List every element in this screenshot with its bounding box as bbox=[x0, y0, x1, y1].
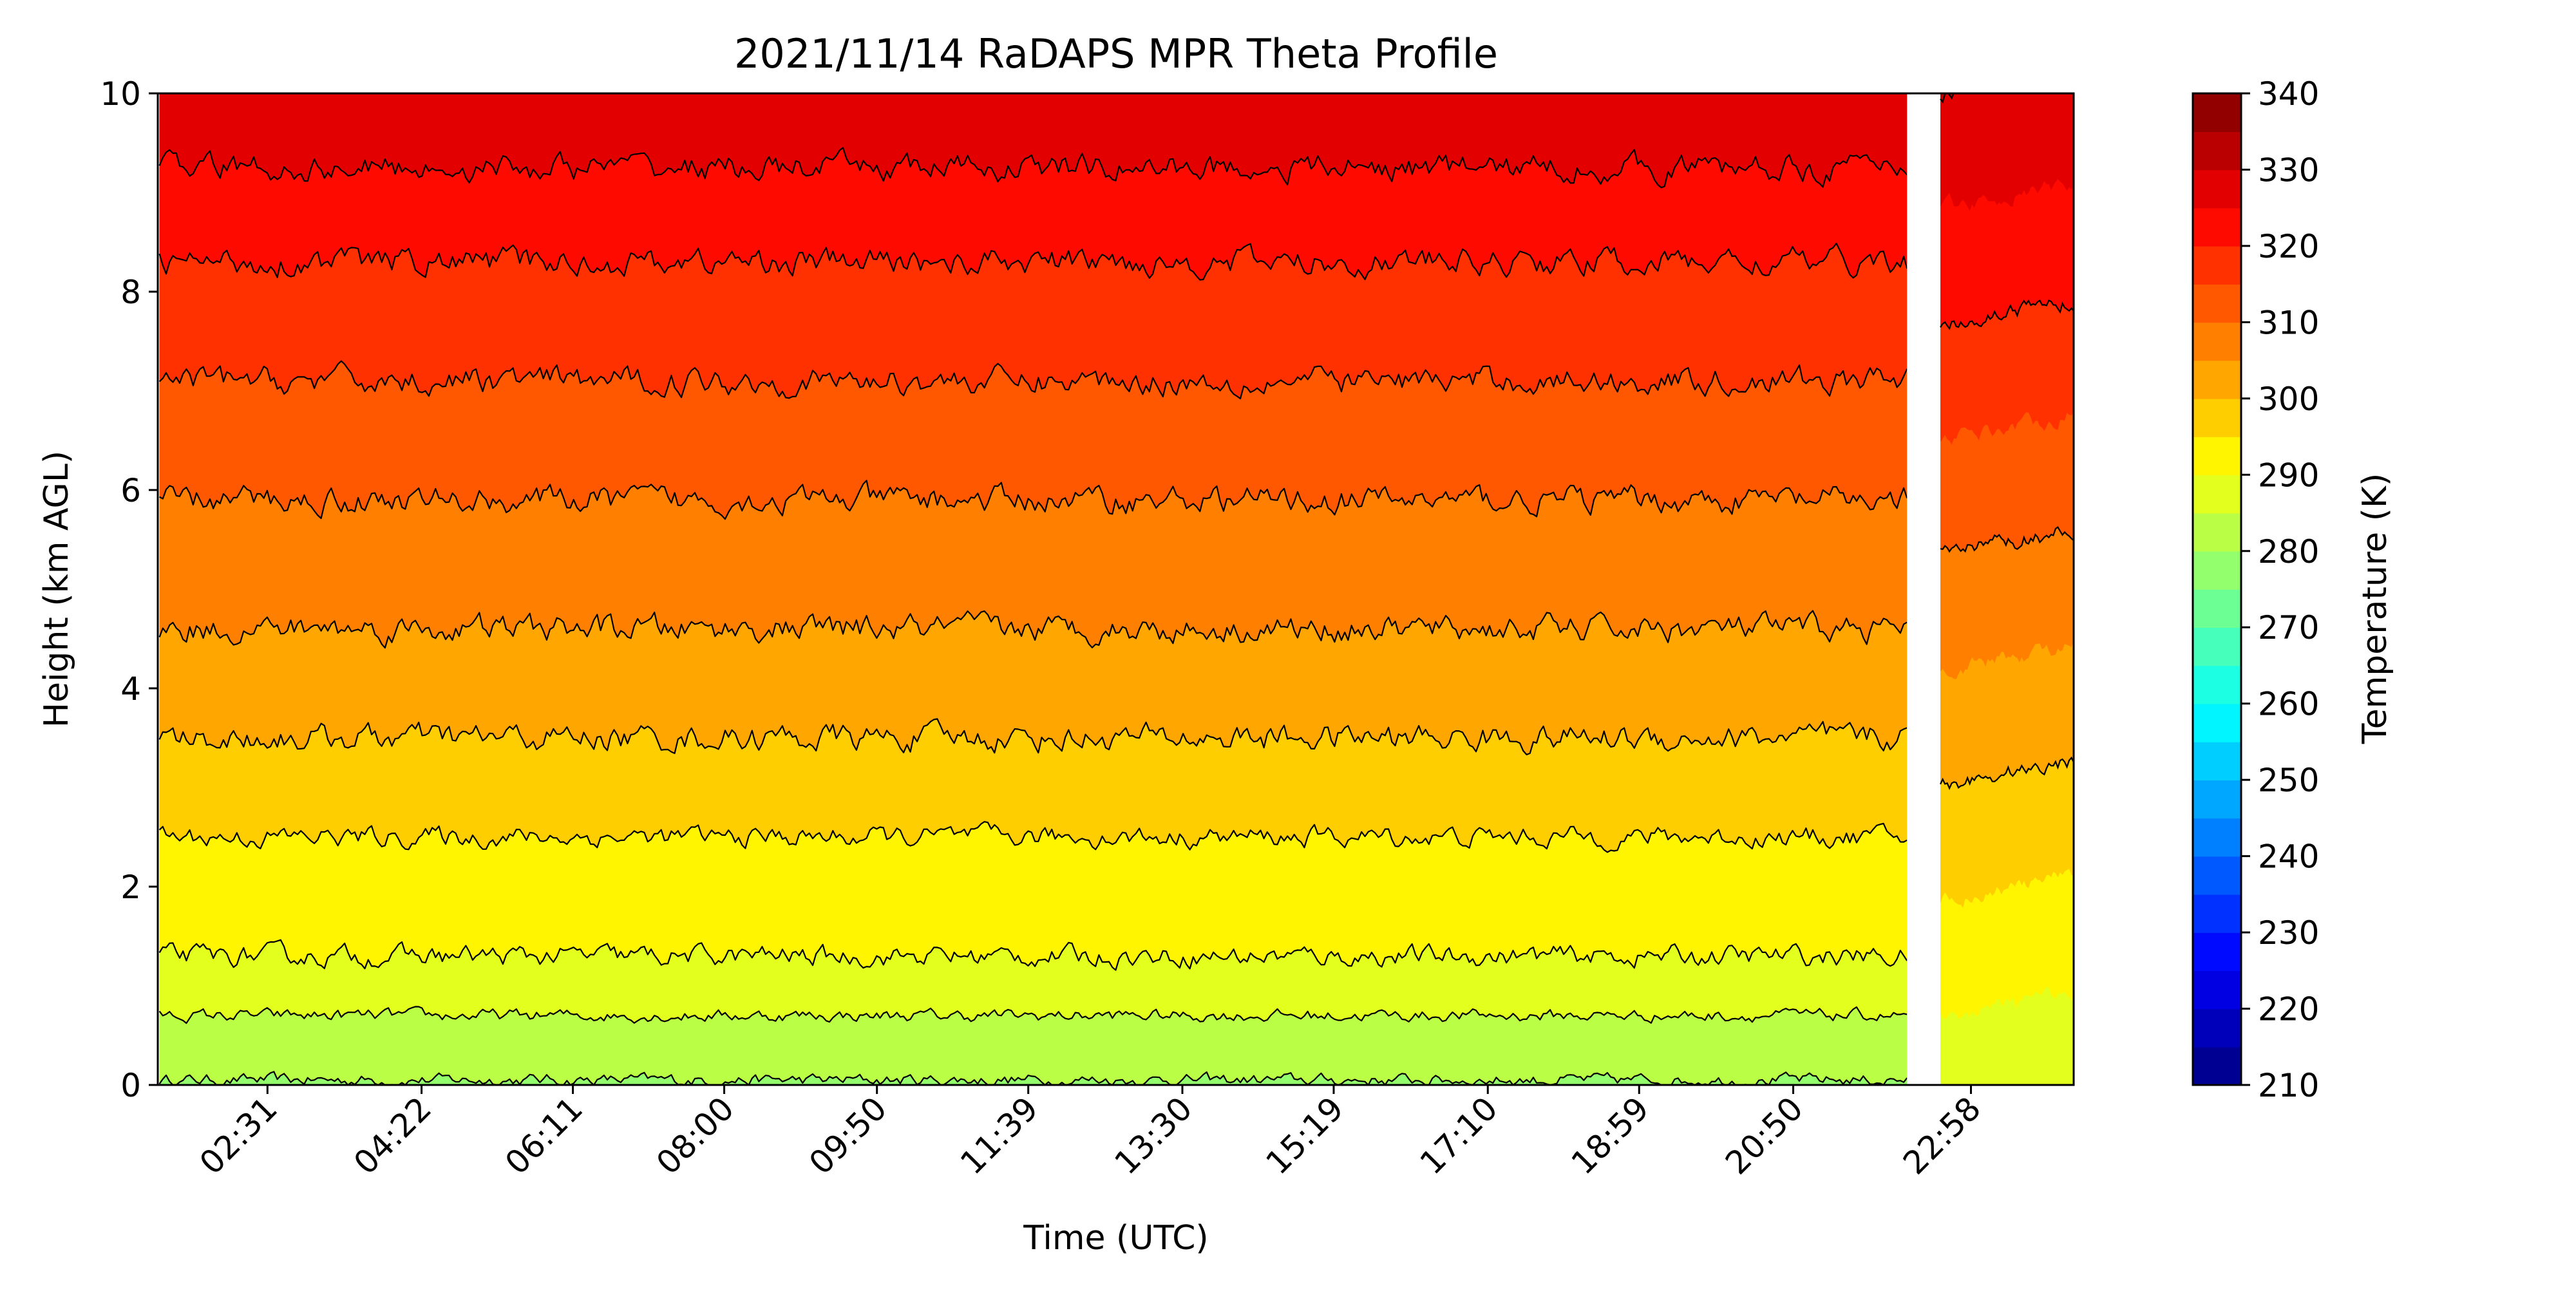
x-tick-label: 18:59 bbox=[1564, 1089, 1656, 1182]
colorbar-tick-label: 280 bbox=[2258, 533, 2319, 570]
chart-title: 2021/11/14 RaDAPS MPR Theta Profile bbox=[734, 30, 1498, 77]
x-tick-label: 02:31 bbox=[193, 1089, 285, 1182]
right-contour-320 bbox=[1940, 299, 2074, 330]
colorbar-tick-label: 230 bbox=[2258, 914, 2319, 952]
x-axis-label: Time (UTC) bbox=[1023, 1219, 1208, 1258]
data-gap bbox=[1907, 93, 1941, 1085]
colorbar-tick-label: 340 bbox=[2258, 75, 2319, 113]
colorbar-bin bbox=[2193, 551, 2241, 590]
x-tick-label: 06:11 bbox=[498, 1089, 590, 1182]
contour-line-325 bbox=[158, 147, 1908, 189]
colorbar-bin bbox=[2193, 970, 2241, 1010]
colorbar-tick-label: 330 bbox=[2258, 151, 2319, 189]
contour-line-320 bbox=[158, 242, 1908, 281]
y-tick-label: 4 bbox=[120, 670, 141, 708]
colorbar-frame bbox=[2192, 92, 2242, 1086]
contour-line-285 bbox=[158, 1006, 1908, 1024]
right-contour-310 bbox=[1940, 526, 2074, 553]
colorbar-label: Temperature (K) bbox=[2356, 473, 2394, 745]
colorbar-bin bbox=[2193, 1046, 2241, 1086]
right-band-330 bbox=[1940, 93, 1954, 102]
x-tick-label: 20:50 bbox=[1718, 1089, 1810, 1182]
colorbar-bin bbox=[2193, 665, 2241, 704]
contour-line-305 bbox=[158, 610, 1908, 649]
colorbar-bin bbox=[2193, 627, 2241, 666]
colorbar-bin bbox=[2193, 360, 2241, 399]
colorbar-tick-label: 260 bbox=[2258, 686, 2319, 723]
colorbar-tick-label: 210 bbox=[2258, 1067, 2319, 1104]
colorbar-bin bbox=[2193, 589, 2241, 628]
colorbar-bin bbox=[2193, 780, 2241, 819]
colorbar-tick-label: 220 bbox=[2258, 991, 2319, 1028]
colorbar-bin bbox=[2193, 932, 2241, 972]
colorbar-bin bbox=[2193, 284, 2241, 323]
x-tick-label: 17:10 bbox=[1413, 1089, 1505, 1182]
x-tick-label: 15:19 bbox=[1259, 1089, 1351, 1182]
colorbar-bin bbox=[2193, 741, 2241, 780]
y-tick-label: 6 bbox=[120, 472, 141, 509]
colorbar-bin bbox=[2193, 245, 2241, 285]
y-tick-label: 10 bbox=[100, 75, 141, 113]
colorbar-bin bbox=[2193, 894, 2241, 933]
contour-line-300 bbox=[158, 718, 1908, 756]
colorbar-bin bbox=[2193, 513, 2241, 552]
contour-line-315 bbox=[158, 360, 1908, 400]
colorbar-tick-label: 300 bbox=[2258, 381, 2319, 418]
colorbar-bin bbox=[2193, 1008, 2241, 1048]
colorbar-bin bbox=[2193, 703, 2241, 742]
colorbar-bin bbox=[2193, 437, 2241, 476]
colorbar-bin bbox=[2193, 322, 2241, 361]
colorbar-tick-label: 270 bbox=[2258, 609, 2319, 646]
x-tick-label: 13:30 bbox=[1108, 1089, 1200, 1182]
colorbar-bin bbox=[2193, 475, 2241, 514]
x-tick-label: 22:58 bbox=[1896, 1089, 1988, 1182]
theta-band-325 bbox=[159, 93, 1908, 188]
y-tick-label: 8 bbox=[120, 274, 141, 311]
colorbar-bin bbox=[2193, 856, 2241, 895]
right-band-325 bbox=[1940, 93, 2074, 211]
contour-line-290 bbox=[158, 939, 1908, 971]
colorbar-tick-label: 320 bbox=[2258, 228, 2319, 265]
colorbar-bin bbox=[2193, 131, 2241, 171]
colorbar-tick-label: 250 bbox=[2258, 762, 2319, 799]
colorbar-bin bbox=[2193, 398, 2241, 437]
contour-line-310 bbox=[159, 480, 1908, 520]
right-contour-300 bbox=[1940, 756, 2074, 791]
colorbar-tick-label: 290 bbox=[2258, 457, 2319, 494]
y-tick-label: 2 bbox=[120, 869, 141, 906]
y-axis-label: Height (km AGL) bbox=[37, 451, 76, 728]
colorbar-tick-label: 310 bbox=[2258, 304, 2319, 341]
contour-fill-area bbox=[158, 93, 2074, 1085]
y-axis: 0 2 4 6 8 10 bbox=[100, 75, 158, 1104]
colorbar-bin bbox=[2193, 93, 2241, 133]
x-tick-label: 09:50 bbox=[802, 1089, 894, 1182]
plot-frame bbox=[156, 92, 2075, 1086]
colorbar: 210 220 230 240 250 260 270 280 290 300 310 320 330 3… bbox=[2192, 75, 2319, 1104]
colorbar-bin bbox=[2193, 169, 2241, 209]
x-tick-label: 11:39 bbox=[953, 1089, 1045, 1182]
x-tick-label: 08:00 bbox=[649, 1089, 741, 1182]
contour-line-295 bbox=[158, 821, 1908, 853]
y-tick-label: 0 bbox=[120, 1067, 141, 1104]
contour-line-280 bbox=[158, 1071, 1908, 1085]
colorbar-bin bbox=[2193, 207, 2241, 247]
colorbar-bin bbox=[2193, 818, 2241, 857]
x-tick-label: 04:22 bbox=[346, 1089, 439, 1182]
colorbar-tick-label: 240 bbox=[2258, 838, 2319, 876]
x-axis: 02:31 04:22 06:11 08:00 09:50 11:39 13:30 15:19… bbox=[193, 1085, 1988, 1182]
